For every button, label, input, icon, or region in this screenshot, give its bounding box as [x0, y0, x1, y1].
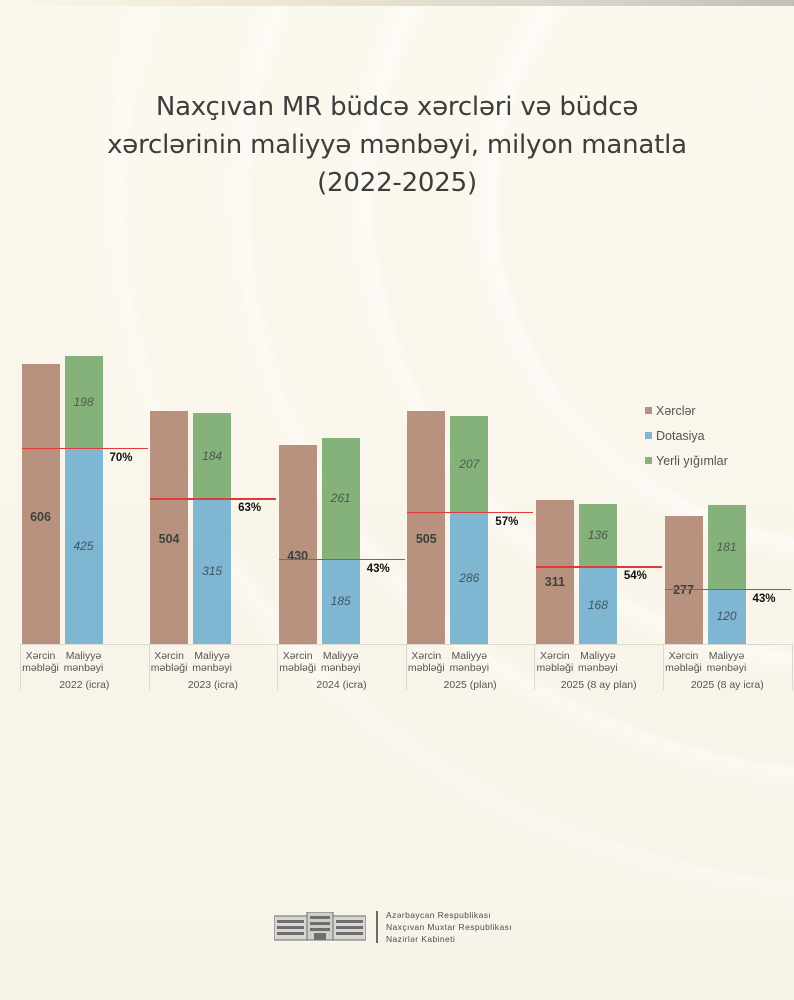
- bar-xercler: 606: [21, 364, 60, 644]
- bar-dotasiya: 315: [193, 498, 232, 644]
- legend-item-yerli-yigimlar: Yerli yığımlar: [645, 448, 728, 473]
- bar-yerli-yigimlar: 181: [707, 504, 746, 589]
- value-label-dotasiya: 425: [73, 538, 94, 553]
- legend-swatch-xerecler-icon: [645, 407, 652, 414]
- footer-text: Azərbaycan Respublikası Naxçıvan Muxtar …: [386, 909, 512, 945]
- footer-line-2: Naxçıvan Muxtar Respublikası: [386, 922, 512, 932]
- budget-bar-chart: 606 425 198 70% Xərcin məbləği Maliyyə mənbəy…: [20, 356, 793, 691]
- value-label-yerli: 261: [330, 491, 351, 506]
- legend-item-dotasiya: Dotasiya: [645, 423, 728, 448]
- legend-swatch-yerli-icon: [645, 457, 652, 464]
- dotasiya-share-line: [664, 588, 791, 591]
- value-label-xercler: 505: [415, 531, 437, 546]
- category-label: 2022 (icra): [59, 679, 110, 691]
- footer-branding: Azərbaycan Respublikası Naxçıvan Muxtar …: [273, 909, 512, 945]
- bar-yerli-yigimlar: 136: [578, 503, 617, 567]
- bar-yerli-yigimlar: 184: [193, 413, 232, 499]
- dotasiya-share-label: 63%: [238, 502, 262, 515]
- group-separator: [148, 644, 150, 690]
- dotasiya-share-label: 43%: [752, 592, 776, 605]
- bar-xercler: 277: [664, 516, 703, 644]
- dotasiya-share-label: 70%: [109, 451, 133, 464]
- group-separator: [534, 644, 536, 690]
- dotasiya-share-line: [535, 566, 662, 568]
- dotasiya-share-label: 57%: [495, 515, 519, 528]
- bar-axis-label-xercin: Xərcin məbləği: [22, 650, 59, 674]
- bar-xercler: 311: [535, 500, 574, 644]
- bar-axis-label-xercin: Xərcin məbləği: [279, 650, 317, 674]
- value-label-yerli: 181: [716, 539, 737, 554]
- bar-yerli-yigimlar: 207: [450, 416, 489, 512]
- group-separator: [277, 644, 279, 690]
- legend-swatch-dotasiya-icon: [645, 432, 652, 439]
- category-label: 2023 (icra): [187, 679, 238, 691]
- title-line-3: (2022-2025): [317, 168, 477, 198]
- group-separator: [663, 644, 664, 690]
- top-gradient-strip: [0, 0, 794, 6]
- bar-dotasiya: 185: [321, 558, 360, 644]
- value-label-dotasiya: 120: [716, 609, 737, 624]
- dotasiya-share-line: [150, 498, 277, 500]
- group-separator: [791, 644, 793, 690]
- footer-divider: [376, 911, 378, 943]
- bar-dotasiya: 425: [64, 447, 103, 644]
- government-building-logo-icon: [273, 911, 367, 942]
- dotasiya-share-line: [278, 558, 405, 561]
- legend-label: Dotasiya: [656, 428, 705, 443]
- value-label-yerli: 198: [73, 394, 94, 409]
- bar-dotasiya: 120: [707, 588, 746, 644]
- category-label: 2024 (icra): [316, 679, 367, 691]
- bar-xercler: 505: [407, 410, 446, 644]
- value-label-xercler: 430: [287, 548, 309, 563]
- category-label: 2025 (8 ay plan): [560, 679, 637, 691]
- legend-label: Yerli yığımlar: [656, 453, 728, 468]
- title-line-2: xərclərinin maliyyə mənbəyi, milyon mana…: [107, 130, 687, 160]
- value-label-xercler: 606: [30, 509, 51, 524]
- bar-axis-label-maliyye: Maliyyə mənbəyi: [320, 650, 361, 674]
- bar-axis-label-maliyye: Maliyyə mənbəyi: [192, 650, 232, 674]
- title-line-1: Naxçıvan MR büdcə xərcləri və büdcə: [155, 92, 639, 122]
- bar-xercler: 430: [278, 445, 317, 644]
- group-separator: [405, 644, 407, 690]
- bar-dotasiya: 286: [450, 511, 489, 644]
- footer-line-1: Azərbaycan Respublikası: [386, 910, 492, 920]
- category-label: 2025 (8 ay icra): [690, 679, 764, 691]
- bar-axis-label-maliyye: Maliyyə mənbəyi: [706, 650, 747, 674]
- value-label-dotasiya: 286: [459, 570, 480, 585]
- chart-legend: Xərclər Dotasiya Yerli yığımlar: [645, 398, 728, 473]
- bar-axis-label-xercin: Xərcin məbləği: [536, 650, 574, 674]
- bar-axis-label-maliyye: Maliyyə mənbəyi: [63, 650, 104, 674]
- bar-dotasiya: 168: [578, 566, 617, 644]
- value-label-dotasiya: 185: [330, 594, 351, 609]
- bar-axis-label-xercin: Xərcin məbləği: [665, 650, 702, 674]
- dotasiya-share-line: [21, 447, 148, 450]
- value-label-xercler: 311: [544, 575, 565, 590]
- page-title: Naxçıvan MR büdcə xərcləri və büdcə xərc…: [0, 88, 794, 202]
- bar-axis-label-maliyye: Maliyyə mənbəyi: [449, 650, 490, 674]
- group-separator: [20, 644, 21, 690]
- category-label: 2025 (plan): [443, 679, 497, 691]
- dotasiya-share-label: 54%: [623, 570, 647, 583]
- footer-line-3: Nazirlər Kabineti: [386, 934, 456, 944]
- value-label-xercler: 504: [158, 532, 180, 547]
- bar-yerli-yigimlar: 261: [321, 437, 360, 559]
- legend-item-xerecler: Xərclər: [645, 398, 728, 423]
- bar-axis-label-xercin: Xərcin məbləği: [407, 650, 445, 674]
- bar-yerli-yigimlar: 198: [64, 356, 103, 448]
- value-label-yerli: 207: [459, 457, 480, 472]
- bar-axis-label-maliyye: Maliyyə mənbəyi: [578, 650, 618, 674]
- legend-label: Xərclər: [656, 403, 696, 418]
- value-label-yerli: 184: [202, 448, 223, 463]
- dotasiya-share-line: [407, 511, 534, 514]
- value-label-dotasiya: 315: [202, 564, 223, 579]
- value-label-dotasiya: 168: [587, 598, 608, 613]
- bar-xercler: 504: [150, 411, 189, 644]
- bar-axis-label-xercin: Xərcin məbləği: [150, 650, 188, 674]
- dotasiya-share-label: 43%: [366, 562, 390, 575]
- value-label-yerli: 136: [587, 527, 608, 542]
